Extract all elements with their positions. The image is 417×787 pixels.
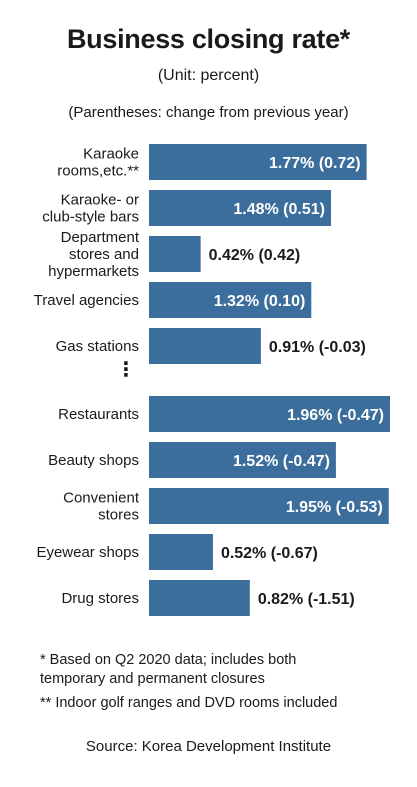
footnote-2: ** Indoor golf ranges and DVD rooms incl… [40, 695, 338, 711]
category-label-travel-agencies: Travel agencies [34, 292, 139, 309]
value-label-department-stores-and-hypermarkets: 0.42% (0.42) [209, 247, 301, 264]
ellipsis-separator: ⋮ [116, 359, 136, 381]
bar-department-stores-and-hypermarkets [149, 236, 201, 272]
bar-restaurants [149, 396, 390, 432]
value-label-karaoke-rooms-etc: 1.77% (0.72) [269, 155, 361, 172]
value-label-travel-agencies: 1.32% (0.10) [214, 293, 306, 310]
value-label-drug-stores: 0.82% (-1.51) [258, 591, 355, 608]
value-label-gas-stations: 0.91% (-0.03) [269, 339, 366, 356]
value-label-convenient-stores: 1.95% (-0.53) [286, 499, 383, 516]
parentheses-note: (Parentheses: change from previous year) [68, 104, 349, 121]
value-label-eyewear-shops: 0.52% (-0.67) [221, 545, 318, 562]
bar-gas-stations [149, 328, 261, 364]
bar-eyewear-shops [149, 534, 213, 570]
chart-title: Business closing rate* [66, 24, 350, 54]
value-label-beauty-shops: 1.52% (-0.47) [233, 453, 330, 470]
category-label-department-stores-and-hypermarkets: Department stores and hypermarkets [48, 229, 140, 280]
value-label-karaoke-or-club-style-bars: 1.48% (0.51) [233, 201, 325, 218]
bar-karaoke-or-club-style-bars [149, 190, 331, 226]
category-label-beauty-shops: Beauty shops [48, 452, 139, 469]
category-label-eyewear-shops: Eyewear shops [36, 544, 139, 561]
bar-travel-agencies [149, 282, 312, 318]
category-label-karaoke-rooms-etc: Karaoke rooms,etc.** [57, 146, 139, 180]
category-label-gas-stations: Gas stations [56, 338, 139, 355]
category-label-convenient-stores: Convenient stores [63, 490, 140, 524]
unit-note: (Unit: percent) [157, 67, 260, 84]
bar-chart: Karaoke rooms,etc.** 1.77% (0.72) Karaoke- … [34, 144, 390, 616]
category-label-drug-stores: Drug stores [61, 590, 139, 607]
category-label-restaurants: Restaurants [58, 406, 139, 423]
category-label-karaoke-or-club-style-bars: Karaoke- or club-style bars [42, 192, 139, 226]
value-label-restaurants: 1.96% (-0.47) [287, 407, 384, 424]
source-note: Source: Korea Development Institute [85, 738, 332, 755]
bar-karaoke-rooms-etc [149, 144, 367, 180]
footnote-1: * Based on Q2 2020 data; includes both t… [40, 652, 297, 687]
bar-drug-stores [149, 580, 250, 616]
footnotes: * Based on Q2 2020 data; includes both t… [40, 651, 360, 718]
bar-beauty-shops [149, 442, 336, 478]
bar-convenient-stores [149, 488, 389, 524]
